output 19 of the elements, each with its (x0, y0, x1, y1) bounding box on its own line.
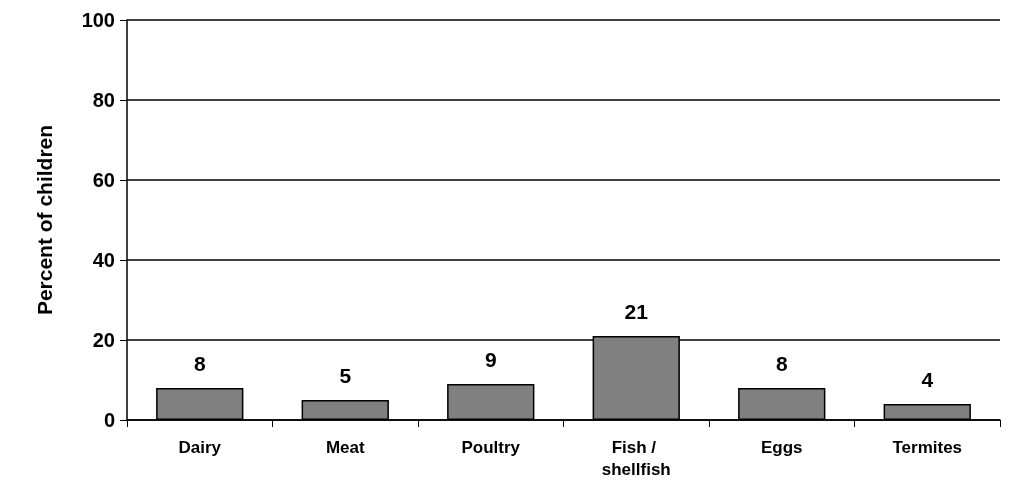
y-tick-label: 60 (92, 169, 115, 191)
y-tick-label: 80 (92, 89, 115, 111)
data-label: 5 (339, 364, 352, 387)
data-label: 8 (193, 352, 206, 375)
y-tick-label: 20 (92, 329, 115, 351)
data-label: 9 (484, 348, 497, 371)
y-tick-label: 40 (92, 249, 115, 271)
x-tick-label: Termites (892, 437, 963, 457)
x-tick-label: Poultry (461, 437, 521, 457)
x-tick-label: Eggs (760, 437, 803, 457)
data-label: 21 (624, 300, 649, 323)
y-tick-label: 0 (103, 409, 115, 431)
data-label: 8 (775, 352, 788, 375)
x-tick-label: Dairy (178, 437, 222, 457)
x-tick-label: Meat (325, 437, 365, 457)
y-tick-label: 100 (81, 9, 115, 31)
y-axis-title: Percent of children (33, 124, 56, 316)
x-tick-label: Fish / shellfish (601, 437, 671, 479)
data-label: 4 (921, 368, 934, 391)
